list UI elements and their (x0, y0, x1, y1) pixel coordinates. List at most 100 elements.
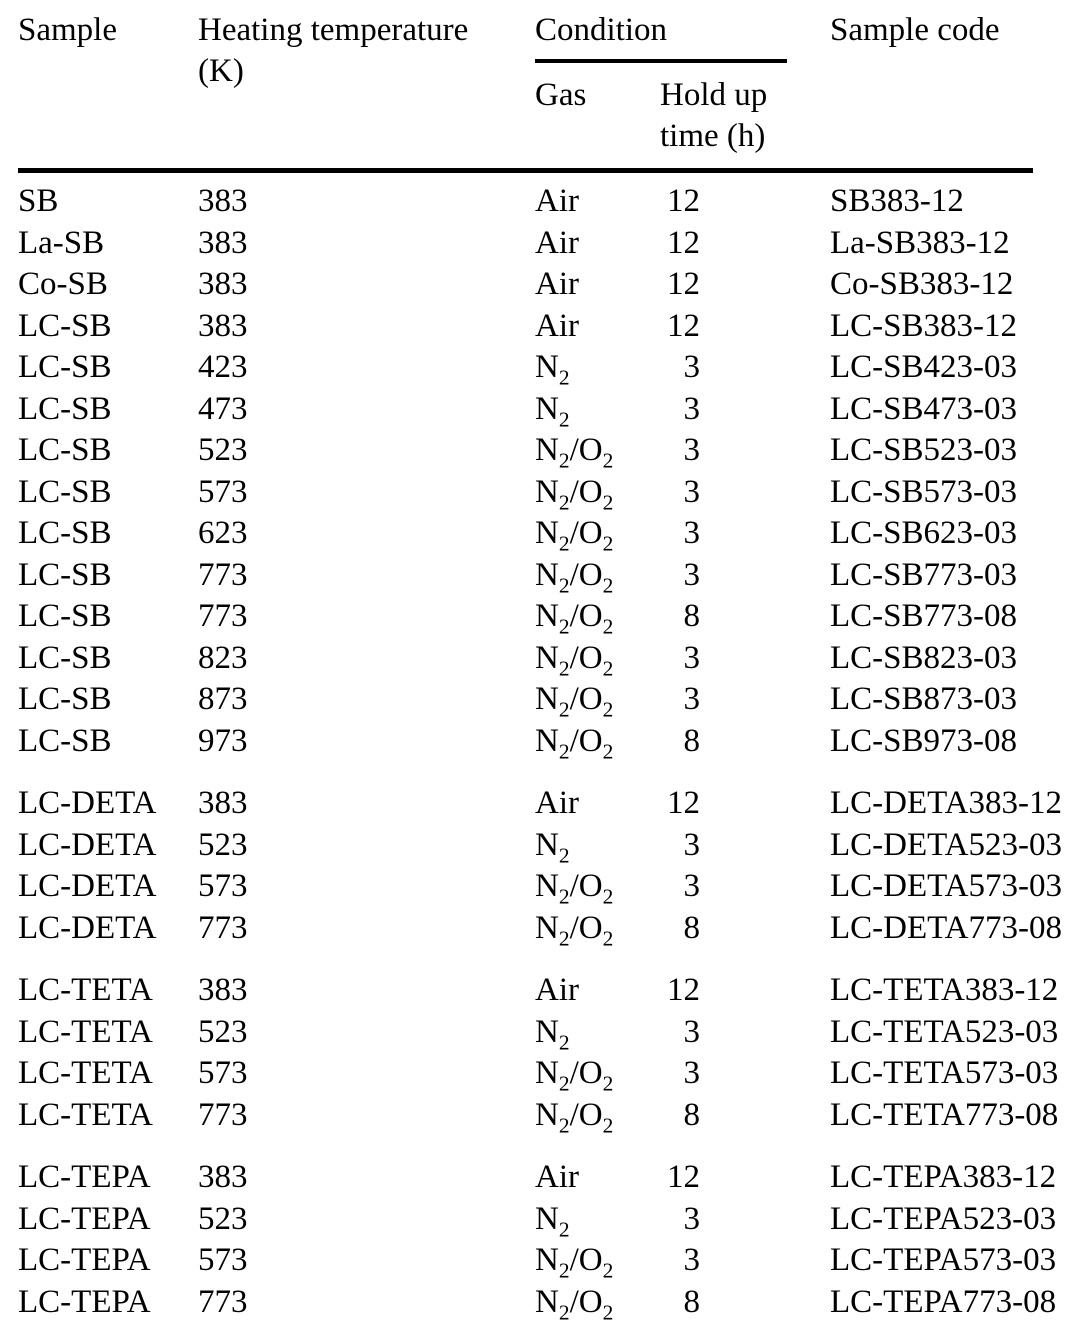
cell-gas: Air (535, 785, 579, 821)
subscript-digit: 2 (558, 490, 570, 515)
subscript-digit: 2 (558, 1300, 570, 1325)
table-row: LC-DETA 573 N2/O2 3 LC-DETA573-03 (0, 866, 1068, 908)
cell-sample-code: LC-DETA383-12 (830, 785, 1062, 821)
cell-heating-temperature: 383 (198, 266, 248, 302)
cell-gas: N2 (535, 349, 570, 390)
cell-sample-code: LC-SB573-03 (830, 473, 1018, 510)
cell-gas: N2/O2 (535, 473, 614, 515)
cell-hold-up-time: 3 (683, 868, 701, 904)
subscript-digit: 2 (558, 365, 570, 390)
cell-gas: Air (535, 972, 579, 1008)
cell-gas: N2 (535, 1013, 570, 1055)
cell-sample: LC-SB (18, 473, 112, 510)
table-row: LC-SB 573 N2/O2 3 LC-SB573-03 (0, 472, 1068, 514)
cell-gas: Air (535, 266, 579, 302)
cell-gas: N2/O2 (535, 1283, 614, 1325)
table-row: LC-SB 773 N2/O2 3 LC-SB773-03 (0, 555, 1068, 597)
table-row: LC-TEPA 573 N2/O2 3 LC-TEPA573-03 (0, 1240, 1068, 1282)
subscript-digit: 2 (602, 490, 614, 515)
cell-hold-up-time: 3 (683, 473, 701, 510)
cell-gas: N2/O2 (535, 722, 614, 764)
cell-sample-code: LC-TEPA773-08 (830, 1283, 1057, 1320)
cell-sample-code: LC-DETA773-08 (830, 909, 1062, 946)
subscript-digit: 2 (602, 614, 614, 639)
cell-heating-temperature: 773 (198, 556, 248, 593)
subscript-digit: 2 (602, 1300, 614, 1325)
subscript-digit: 2 (602, 739, 614, 764)
cell-hold-up-time: 8 (683, 598, 701, 634)
cell-heating-temperature: 623 (198, 515, 248, 551)
row-group: LC-TETA 383 Air 12 LC-TETA383-12 LC-TETA… (0, 970, 1068, 1136)
subscript-digit: 2 (558, 407, 570, 432)
cell-sample: LC-SB (18, 639, 112, 676)
cell-hold-up-time: 8 (683, 1283, 701, 1320)
cell-heating-temperature: 523 (198, 1200, 248, 1237)
column-header-gas: Gas (535, 77, 587, 113)
subscript-digit: 2 (558, 1258, 570, 1283)
subscript-digit: 2 (602, 531, 614, 556)
subscript-digit: 2 (602, 1071, 614, 1096)
cell-gas: N2/O2 (535, 1055, 614, 1096)
cell-gas: N2 (535, 1200, 570, 1242)
cell-gas: N2/O2 (535, 681, 614, 722)
cell-hold-up-time: 3 (683, 1200, 701, 1237)
cell-hold-up-time: 12 (667, 785, 700, 821)
condition-spanner-rule (535, 59, 787, 63)
cell-gas: N2 (535, 390, 570, 432)
cell-hold-up-time: 12 (667, 972, 700, 1008)
cell-hold-up-time: 8 (683, 1096, 701, 1133)
cell-sample: LC-SB (18, 432, 112, 468)
subscript-digit: 2 (602, 926, 614, 951)
column-header-hold-up-time: Hold up time (h) (660, 77, 768, 154)
cell-heating-temperature: 423 (198, 349, 248, 385)
cell-sample-code: LC-DETA523-03 (830, 826, 1062, 863)
cell-hold-up-time: 12 (667, 224, 700, 261)
cell-gas: Air (535, 307, 579, 344)
cell-gas: Air (535, 1159, 579, 1195)
cell-gas: N2/O2 (535, 1096, 614, 1138)
table-row: LC-DETA 773 N2/O2 8 LC-DETA773-08 (0, 908, 1068, 950)
subscript-digit: 2 (558, 1217, 570, 1242)
cell-heating-temperature: 873 (198, 681, 248, 717)
subscript-digit: 2 (558, 531, 570, 556)
cell-gas: N2/O2 (535, 868, 614, 909)
table-row: LC-TETA 573 N2/O2 3 LC-TETA573-03 (0, 1053, 1068, 1095)
table-row: LC-SB 623 N2/O2 3 LC-SB623-03 (0, 513, 1068, 555)
subscript-digit: 2 (602, 656, 614, 681)
cell-sample: LC-TEPA (18, 1159, 151, 1195)
cell-hold-up-time: 3 (683, 349, 701, 385)
cell-sample: LC-TETA (18, 972, 153, 1008)
subscript-digit: 2 (602, 448, 614, 473)
cell-hold-up-time: 3 (683, 639, 701, 676)
cell-heating-temperature: 773 (198, 1283, 248, 1320)
cell-heating-temperature: 523 (198, 432, 248, 468)
table-row: LC-SB 773 N2/O2 8 LC-SB773-08 (0, 596, 1068, 638)
cell-hold-up-time: 3 (683, 826, 701, 863)
table-row: LC-TEPA 383 Air 12 LC-TEPA383-12 (0, 1157, 1068, 1199)
cell-sample: LC-TEPA (18, 1242, 151, 1278)
column-header-condition: Condition (535, 12, 668, 48)
cell-heating-temperature: 773 (198, 909, 248, 946)
cell-heating-temperature: 383 (198, 972, 248, 1008)
cell-sample: LC-DETA (18, 785, 157, 821)
table-row: LC-SB 873 N2/O2 3 LC-SB873-03 (0, 679, 1068, 721)
cell-sample: LC-DETA (18, 909, 157, 946)
cell-gas: Air (535, 224, 579, 261)
cell-sample: LC-SB (18, 681, 112, 717)
subscript-digit: 2 (558, 614, 570, 639)
cell-sample: LC-TETA (18, 1055, 153, 1091)
header-bottom-rule (18, 168, 1033, 173)
cell-sample: LC-SB (18, 307, 112, 344)
subscript-digit: 2 (558, 926, 570, 951)
cell-hold-up-time: 8 (683, 909, 701, 946)
cell-hold-up-time: 12 (667, 307, 700, 344)
cell-heating-temperature: 383 (198, 183, 248, 219)
cell-hold-up-time: 3 (683, 432, 701, 468)
cell-sample: LC-SB (18, 598, 112, 634)
subscript-digit: 2 (602, 1258, 614, 1283)
subscript-digit: 2 (602, 1113, 614, 1138)
cell-hold-up-time: 12 (667, 266, 700, 302)
cell-sample: LC-DETA (18, 868, 157, 904)
cell-sample-code: LC-TEPA383-12 (830, 1159, 1057, 1195)
cell-hold-up-time: 3 (683, 1055, 701, 1091)
